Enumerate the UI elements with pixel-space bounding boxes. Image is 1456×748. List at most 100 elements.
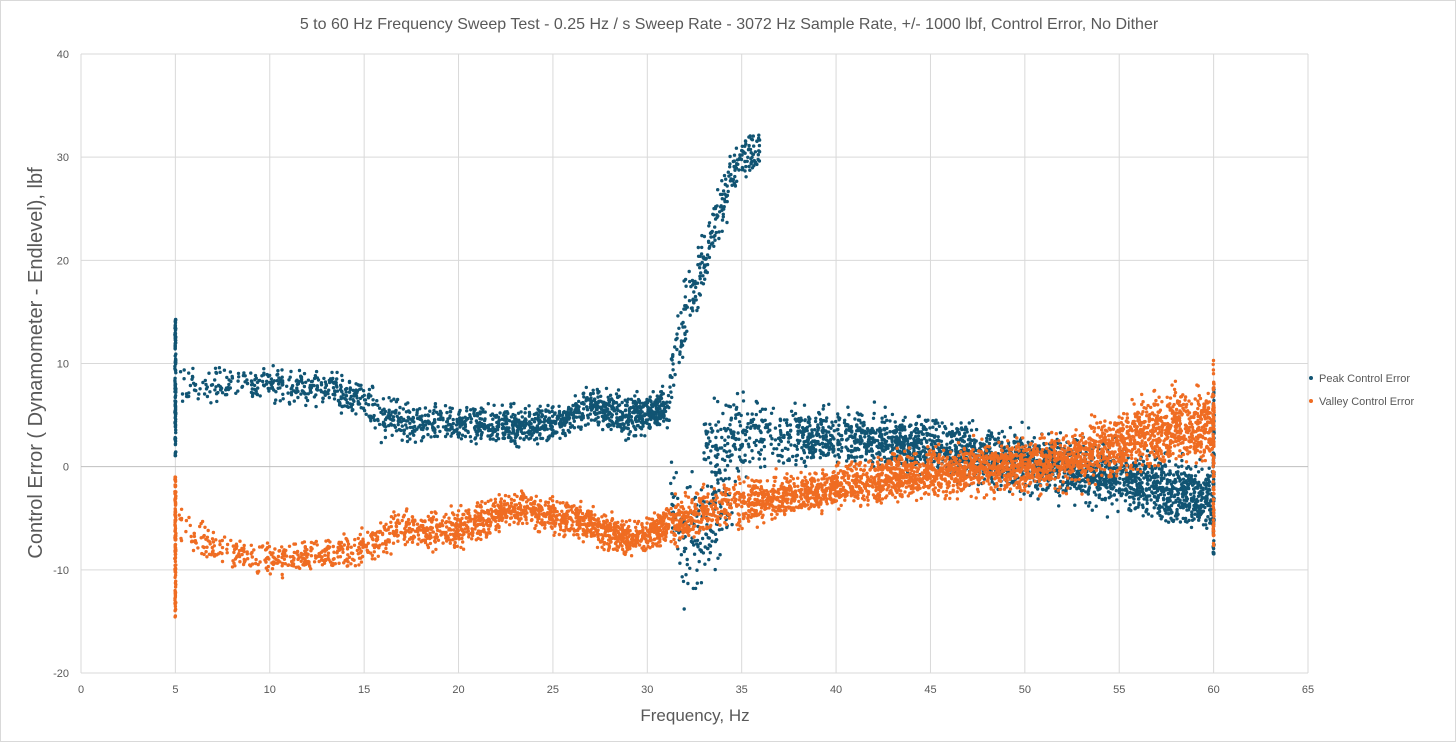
data-point	[683, 325, 686, 328]
data-point	[944, 427, 947, 430]
data-point	[637, 398, 640, 401]
data-point	[721, 197, 724, 200]
data-point	[721, 230, 724, 233]
data-point	[756, 158, 759, 161]
data-point	[783, 418, 786, 421]
data-point	[225, 376, 228, 379]
data-point	[174, 507, 177, 510]
data-point	[818, 412, 821, 415]
data-point	[1196, 515, 1199, 518]
data-point	[718, 468, 721, 471]
data-point	[1141, 503, 1144, 506]
data-point	[884, 442, 887, 445]
data-point	[295, 391, 298, 394]
data-point	[772, 407, 775, 410]
data-point	[421, 428, 424, 431]
data-point	[1148, 474, 1151, 477]
data-point	[412, 434, 415, 437]
data-point	[722, 189, 725, 192]
data-point	[755, 400, 758, 403]
data-point	[1137, 497, 1140, 500]
data-point	[857, 448, 860, 451]
data-point	[1077, 472, 1080, 475]
data-point	[717, 420, 720, 423]
data-point	[1201, 505, 1204, 508]
data-point	[696, 545, 699, 548]
data-point	[609, 412, 612, 415]
data-point	[750, 161, 753, 164]
data-point	[174, 347, 177, 350]
data-point	[733, 181, 736, 184]
data-point	[174, 601, 177, 604]
data-point	[703, 235, 706, 238]
data-point	[376, 535, 379, 538]
data-point	[274, 398, 277, 401]
data-point	[747, 147, 750, 150]
data-point	[573, 426, 576, 429]
data-point	[682, 307, 685, 310]
data-point	[970, 429, 973, 432]
data-point	[214, 371, 217, 374]
data-point	[670, 396, 673, 399]
data-point	[346, 401, 349, 404]
data-point	[212, 531, 215, 534]
data-point	[907, 451, 910, 454]
data-point	[1181, 495, 1184, 498]
data-point	[187, 371, 190, 374]
data-point	[306, 399, 309, 402]
data-point	[225, 393, 228, 396]
data-point	[1013, 441, 1016, 444]
data-point	[870, 447, 873, 450]
data-point	[301, 381, 304, 384]
data-point	[479, 429, 482, 432]
data-point	[586, 414, 589, 417]
data-point	[946, 453, 949, 456]
data-point	[174, 592, 177, 595]
data-point	[669, 390, 672, 393]
data-point	[1196, 510, 1199, 513]
data-point	[669, 375, 672, 378]
data-point	[716, 188, 719, 191]
data-point	[1208, 467, 1211, 470]
data-point	[854, 433, 857, 436]
data-point	[671, 362, 674, 365]
data-point	[888, 430, 891, 433]
data-point	[707, 436, 710, 439]
data-point	[933, 460, 936, 463]
data-point	[649, 395, 652, 398]
data-point	[758, 457, 761, 460]
data-point	[338, 403, 341, 406]
data-point	[412, 416, 415, 419]
data-point	[732, 433, 735, 436]
data-point	[694, 286, 697, 289]
data-point	[322, 391, 325, 394]
data-point	[836, 412, 839, 415]
data-point	[825, 430, 828, 433]
data-point	[649, 418, 652, 421]
data-point	[669, 482, 672, 485]
data-point	[718, 446, 721, 449]
data-point	[700, 252, 703, 255]
data-point	[747, 165, 750, 168]
data-point	[574, 394, 577, 397]
data-point	[383, 412, 386, 415]
data-point	[666, 426, 669, 429]
data-point	[805, 445, 808, 448]
data-point	[506, 430, 509, 433]
data-point	[724, 404, 727, 407]
data-point	[630, 398, 633, 401]
data-point	[880, 417, 883, 420]
data-point	[1212, 399, 1215, 402]
data-point	[612, 402, 615, 405]
data-point	[174, 581, 177, 584]
data-point	[968, 435, 971, 438]
data-point	[1180, 459, 1183, 462]
data-point	[414, 441, 417, 444]
data-point	[438, 430, 441, 433]
data-point	[764, 408, 767, 411]
data-point	[236, 389, 239, 392]
data-point	[562, 431, 565, 434]
data-point	[193, 535, 196, 538]
data-point	[909, 436, 912, 439]
data-point	[308, 386, 311, 389]
